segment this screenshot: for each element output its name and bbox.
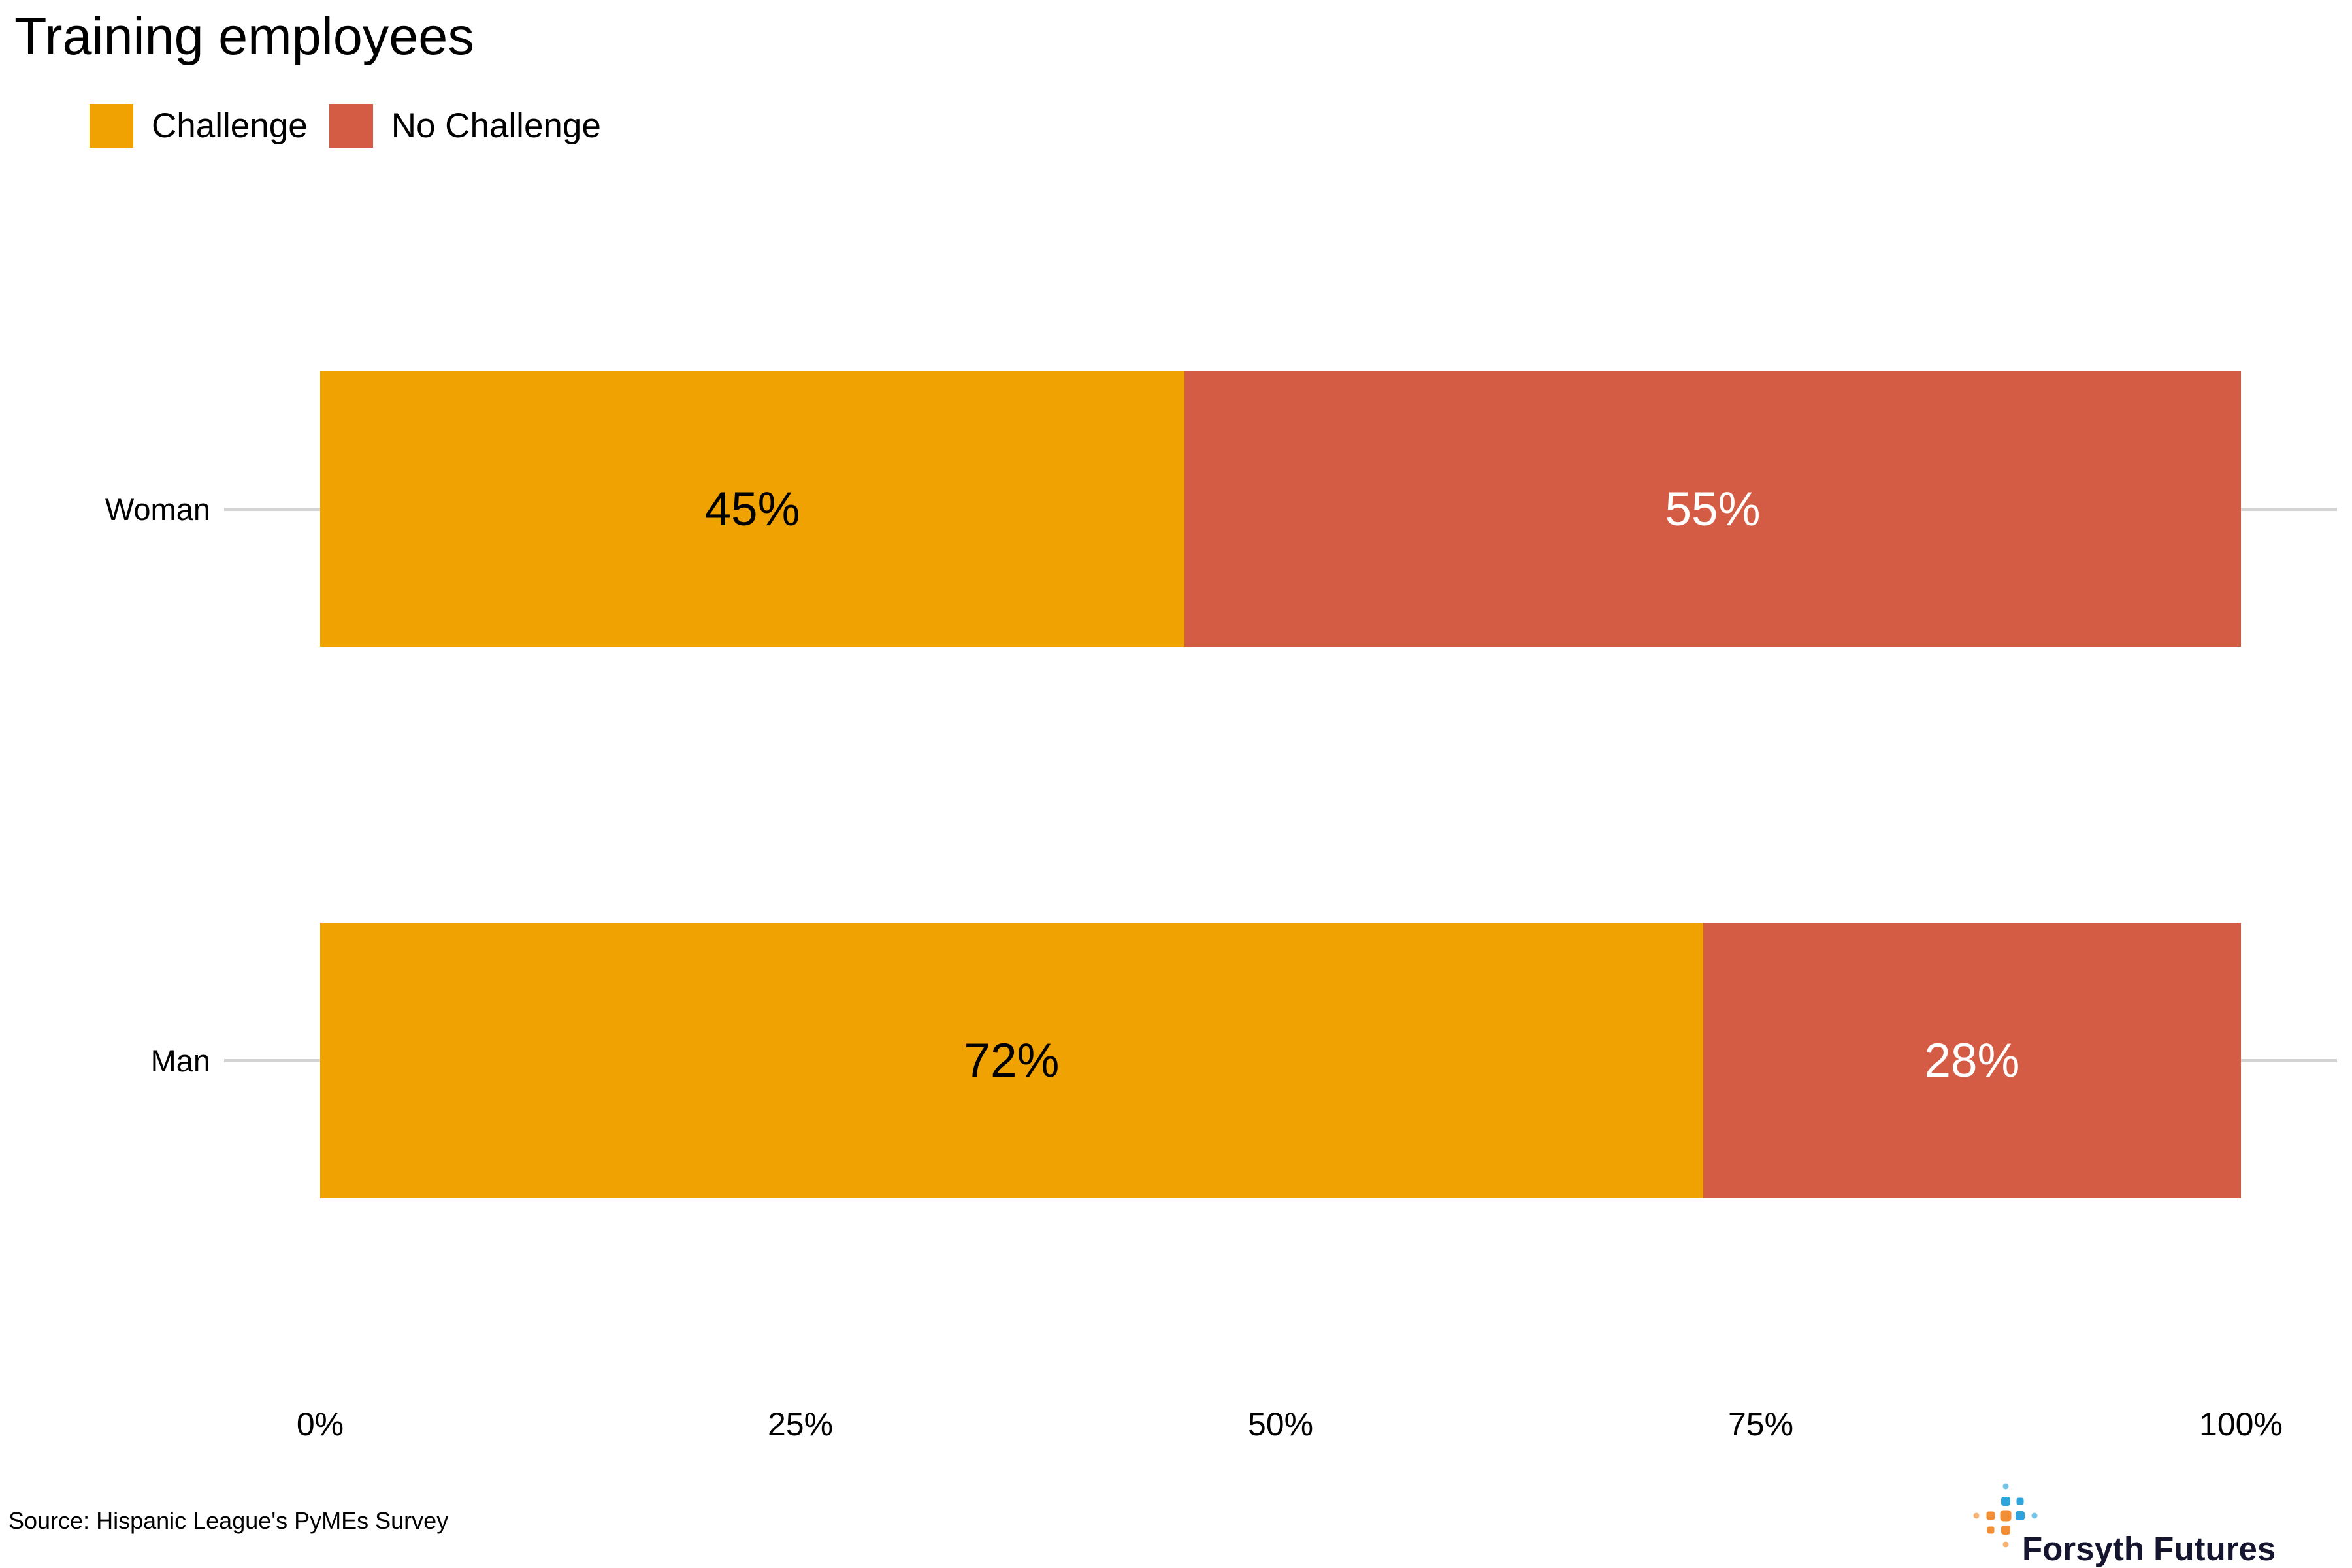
bar-segment-woman-challenge: 45% — [320, 371, 1184, 647]
logo-dot — [2000, 1510, 2012, 1522]
logo-dot — [2031, 1512, 2038, 1519]
bar-row-man: Man 72% 28% — [0, 923, 2352, 1198]
x-tick-label: 25% — [767, 1406, 834, 1443]
logo-dot — [1986, 1511, 1995, 1520]
x-tick-label: 50% — [1247, 1406, 1314, 1443]
stacked-bar-woman: 45% 55% — [320, 371, 2241, 647]
bar-value-label: 28% — [1924, 1034, 2020, 1087]
chart-title: Training employees — [14, 7, 474, 66]
bar-segment-man-challenge: 72% — [320, 923, 1703, 1198]
source-note: Source: Hispanic League's PyMEs Survey — [8, 1507, 449, 1534]
logo-dot — [1973, 1512, 1980, 1519]
logo-dot — [2016, 1511, 2025, 1520]
bar-value-label: 72% — [964, 1034, 1060, 1087]
logo-dot — [2002, 1541, 2009, 1548]
legend-swatch-no-challenge — [329, 104, 373, 148]
x-tick-label: 0% — [296, 1406, 344, 1443]
bar-value-label: 45% — [704, 482, 800, 536]
logo-dot — [2016, 1497, 2024, 1505]
category-label-woman: Woman — [105, 491, 210, 527]
x-axis: 0% 25% 50% 75% 100% — [0, 1403, 2352, 1445]
legend-swatch-challenge — [90, 104, 133, 148]
logo-wordmark: Forsyth Futures — [2022, 1530, 2276, 1567]
logo-dot — [2001, 1526, 2010, 1535]
legend-label-challenge: Challenge — [152, 106, 308, 145]
stacked-bar-man: 72% 28% — [320, 923, 2241, 1198]
forsyth-futures-logo-icon — [1967, 1478, 2045, 1554]
bar-value-label: 55% — [1665, 482, 1761, 536]
logo-dot — [1987, 1526, 1995, 1534]
x-tick-label: 75% — [1727, 1406, 1794, 1443]
forsyth-futures-logo: Forsyth Futures — [1967, 1478, 2276, 1567]
category-label-man: Man — [150, 1043, 210, 1078]
legend: Challenge No Challenge — [90, 104, 601, 148]
logo-dot — [2001, 1497, 2010, 1506]
x-tick-label: 100% — [2199, 1406, 2283, 1443]
bar-segment-man-no-challenge: 28% — [1703, 923, 2241, 1198]
logo-dot — [2002, 1483, 2009, 1490]
bar-row-woman: Woman 45% 55% — [0, 371, 2352, 647]
legend-label-no-challenge: No Challenge — [391, 106, 601, 145]
bar-segment-woman-no-challenge: 55% — [1184, 371, 2241, 647]
